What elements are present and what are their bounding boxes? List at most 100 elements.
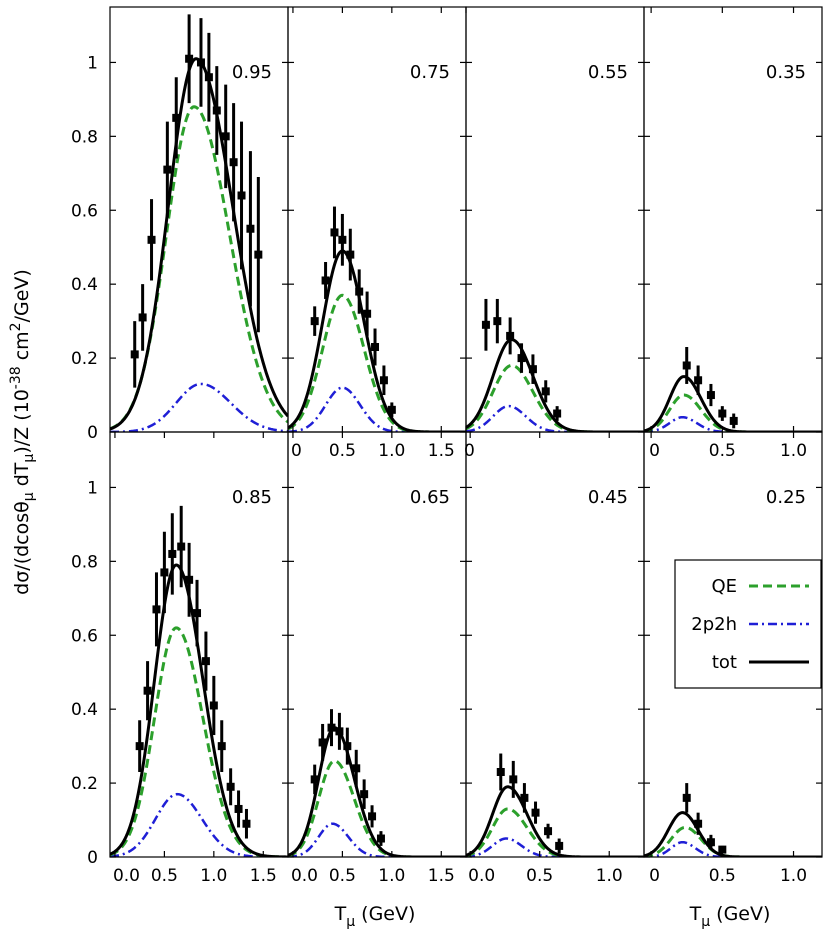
x-tick-label: 0 [464, 441, 475, 461]
data-point [147, 235, 156, 244]
panel-curves [466, 753, 644, 857]
panel-label: 0.35 [766, 62, 806, 83]
data-point [346, 250, 355, 259]
data-point [152, 605, 161, 614]
qe-curve [288, 293, 466, 432]
data-point [221, 132, 230, 141]
qe-curve [644, 825, 822, 857]
y-axis-label-part: )/Z (10 [11, 389, 33, 453]
x-axis-label-part: T [334, 903, 347, 925]
panel-label: 0.75 [410, 62, 450, 83]
x-tick-label: 1.0 [378, 441, 405, 461]
x-axis-label-part: T [689, 903, 702, 925]
panel-0-35: 0 0.5 1.0 0.35 [643, 6, 823, 461]
data-point [360, 790, 369, 799]
y-tick-label: 0 [87, 848, 98, 868]
legend-label: tot [712, 652, 737, 673]
x-tick-label: 1.0 [378, 866, 405, 886]
x-tick-label: 0.5 [329, 866, 356, 886]
panel-curves [644, 347, 822, 432]
data-point [201, 657, 210, 666]
panel-0-85: 0 0.2 0.4 0.6 0.8 1 0.0 0.5 1.0 1.5 0.85 [71, 431, 289, 886]
x-tick-label: 0.5 [526, 866, 553, 886]
panel-label: 0.25 [766, 487, 806, 508]
panel-label: 0.95 [232, 62, 272, 83]
y-axis-label-sub: μ [21, 492, 37, 501]
data-point [193, 609, 202, 618]
panel-curves [110, 14, 288, 432]
x-tick-label: 0.0 [113, 866, 140, 886]
data-point [310, 775, 319, 784]
data-point [541, 387, 550, 396]
x-tick-label: 0.5 [151, 866, 178, 886]
data-point [376, 834, 385, 843]
x-axis-label-part: (GeV) [710, 903, 770, 925]
y-tick-label: 0.4 [71, 700, 98, 720]
y-axis-label: dσ/(dcosθμ dTμ)/Z (10-38 cm2/GeV) [8, 269, 37, 595]
tot-curve [644, 375, 822, 432]
twop2h-curve [288, 822, 466, 857]
data-point [327, 723, 336, 732]
panel-curves [288, 206, 466, 432]
y-tick-label: 1 [87, 478, 98, 498]
data-point [509, 775, 518, 784]
y-axis-label-part: /GeV) [11, 269, 33, 322]
data-point [185, 575, 194, 584]
data-point [493, 317, 502, 326]
x-tick-label: 1.0 [596, 866, 623, 886]
data-point [254, 250, 263, 259]
tot-curve [466, 338, 644, 432]
data-point [135, 742, 144, 751]
data-point [160, 568, 169, 577]
data-point [138, 313, 147, 322]
data-point [217, 742, 226, 751]
panel-label: 0.45 [588, 487, 628, 508]
data-point [718, 409, 727, 418]
tot-curve [288, 726, 466, 857]
tot-curve [644, 811, 822, 857]
data-point [555, 841, 564, 850]
panel-frame [643, 431, 823, 858]
data-point [335, 727, 344, 736]
data-point [387, 405, 396, 414]
data-point [694, 376, 703, 385]
x-tick-label: 0.5 [709, 866, 736, 886]
data-point [553, 409, 562, 418]
x-tick-label: 0.5 [709, 441, 736, 461]
panel-curves [644, 783, 822, 857]
panel-0-75: 0 0.5 1.0 1.5 0.75 [287, 6, 467, 461]
y-tick-label: 0.2 [71, 774, 98, 794]
data-point [177, 542, 186, 551]
panel-curves [466, 298, 644, 432]
data-point [310, 317, 319, 326]
panel-label: 0.85 [232, 487, 272, 508]
x-axis-label-left: Tμ (GeV) [334, 903, 416, 930]
data-point [481, 320, 490, 329]
legend-label: QE [711, 576, 737, 597]
x-tick-label: 1.0 [200, 866, 227, 886]
y-tick-label: 0.2 [71, 349, 98, 369]
y-tick-label: 0 [87, 423, 98, 443]
panel-label: 0.55 [588, 62, 628, 83]
x-tick-label: 1.5 [428, 866, 455, 886]
data-point [706, 391, 715, 400]
x-tick-label: 0.0 [468, 866, 495, 886]
data-point [130, 350, 139, 359]
legend-label: 2p2h [691, 614, 737, 635]
x-tick-label: 1.5 [428, 441, 455, 461]
x-axis-label-sub: μ [701, 914, 710, 930]
data-point [318, 738, 327, 747]
x-axis-label-sub: μ [346, 914, 355, 930]
x-tick-label: 1.0 [780, 866, 807, 886]
data-point [196, 58, 205, 67]
data-point [237, 191, 246, 200]
data-point [706, 838, 715, 847]
data-point [242, 819, 251, 828]
data-point [528, 365, 537, 374]
y-tick-label: 0.8 [71, 127, 98, 147]
data-point [143, 686, 152, 695]
data-point [506, 331, 515, 340]
data-point [355, 287, 364, 296]
data-point [371, 343, 380, 351]
